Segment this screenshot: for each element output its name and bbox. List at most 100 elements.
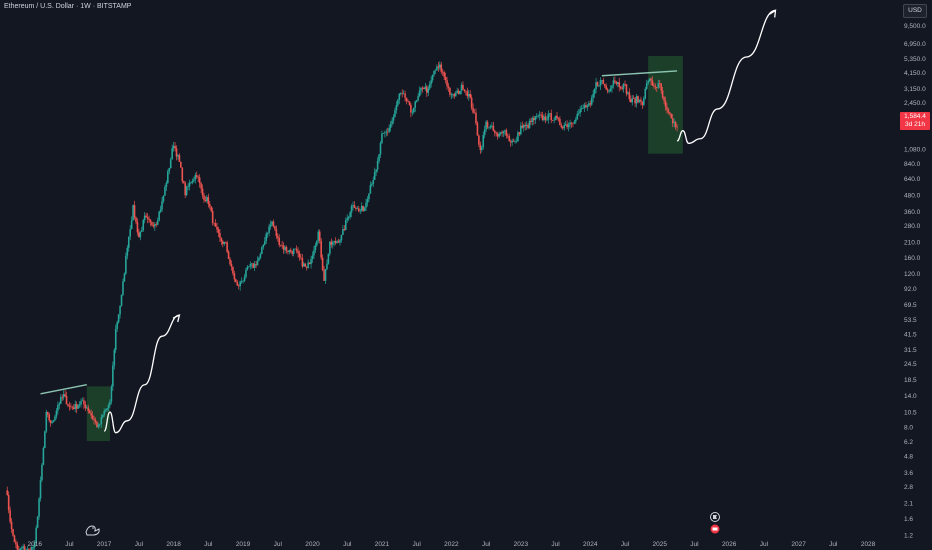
candle-body	[119, 305, 121, 315]
candle-body	[485, 121, 487, 130]
candle-body	[546, 119, 548, 121]
candle-body	[168, 168, 171, 172]
candle-body	[482, 135, 485, 148]
candle-body	[294, 248, 296, 250]
candle-body	[336, 241, 338, 243]
candle-body	[488, 127, 490, 128]
candle-body	[371, 184, 373, 186]
candle-body	[290, 249, 292, 252]
candle-body	[62, 394, 65, 398]
candle-body	[219, 233, 221, 238]
candle-body	[159, 209, 162, 212]
candle-body	[410, 104, 412, 113]
candle-body	[339, 240, 341, 243]
candle-body	[99, 423, 101, 425]
candle-body	[653, 85, 655, 87]
candle-body	[305, 266, 308, 268]
candle-body	[425, 86, 428, 93]
candle-body	[206, 197, 208, 202]
y-tick-label: 120.0	[904, 271, 921, 278]
candle-body	[570, 122, 573, 124]
candle-body	[363, 207, 366, 212]
candle-body	[106, 408, 108, 411]
candle-body	[182, 181, 185, 183]
candle-body	[194, 175, 197, 180]
price-axis: 9,500.0 6,950.0 5,350.0 4,150.0 3,150.0 2,450…	[904, 23, 926, 539]
candle-body	[375, 169, 377, 172]
candle-body	[193, 179, 195, 181]
candle-body	[112, 365, 114, 387]
candle-body	[628, 92, 631, 100]
candle-body	[566, 124, 568, 128]
candle-body	[320, 240, 322, 258]
candle-body	[165, 182, 168, 188]
candle-body	[180, 161, 182, 168]
candle-body	[214, 223, 217, 227]
candle-body	[359, 210, 362, 212]
event-flag-icon[interactable]	[710, 512, 720, 522]
candle-body	[557, 117, 560, 119]
candle-body	[57, 404, 59, 411]
candle-body	[486, 121, 489, 128]
candle-body	[318, 231, 321, 241]
currency-selector[interactable]: USD	[903, 4, 927, 18]
candle-body	[333, 240, 336, 243]
candle-body	[181, 167, 184, 182]
candle-body	[122, 281, 124, 295]
candle-body	[616, 82, 619, 84]
candle-body	[292, 249, 295, 254]
earnings-icon[interactable]	[710, 524, 720, 534]
y-tick-label: 2,450.0	[904, 100, 926, 107]
candle-body	[394, 110, 396, 117]
x-tick-label: Jul	[482, 541, 491, 548]
candle-body	[602, 80, 605, 85]
candle-body	[518, 132, 521, 135]
y-tick-label: 360.0	[904, 209, 921, 216]
candle-body	[540, 114, 542, 116]
candle-body	[346, 218, 349, 221]
candle-body	[514, 141, 516, 142]
candle-body	[64, 394, 66, 396]
candle-body	[496, 133, 499, 137]
candle-body	[638, 99, 641, 103]
candle-body	[344, 220, 347, 231]
candle-body	[347, 216, 350, 219]
resistance-line	[40, 384, 87, 395]
candle-body	[618, 82, 621, 87]
candle-body	[450, 94, 453, 96]
x-tick-label: Jul	[204, 541, 213, 548]
candle-body	[544, 116, 547, 121]
x-tick-label: 2024	[583, 541, 598, 548]
x-tick-label: 2027	[791, 541, 806, 548]
x-tick-label: 2023	[514, 541, 529, 548]
candle-body	[41, 464, 43, 481]
candle-body	[59, 397, 62, 404]
candle-body	[456, 90, 458, 94]
candle-body	[323, 269, 325, 281]
candle-body	[177, 155, 179, 157]
candle-body	[572, 123, 574, 124]
candle-body	[472, 107, 474, 113]
candle-body	[249, 264, 252, 267]
candle-body	[242, 280, 244, 282]
candle-body	[596, 82, 599, 86]
candle-body	[67, 404, 69, 406]
x-tick-label: Jul	[829, 541, 838, 548]
candle-body	[65, 395, 68, 405]
candle-body	[245, 269, 247, 278]
candle-body	[537, 115, 539, 117]
candle-body	[75, 404, 78, 409]
candle-body	[13, 535, 16, 543]
candle-body	[611, 85, 613, 89]
candle-body	[382, 133, 385, 134]
candle-body	[417, 96, 419, 101]
candle-body	[46, 412, 49, 415]
candle-body	[197, 176, 200, 178]
candle-body	[509, 141, 512, 143]
candle-body	[489, 126, 492, 128]
x-tick-label: 2016	[27, 541, 42, 548]
candle-body	[23, 546, 26, 550]
candle-body	[548, 113, 551, 114]
y-tick-label: 4,150.0	[904, 70, 926, 77]
